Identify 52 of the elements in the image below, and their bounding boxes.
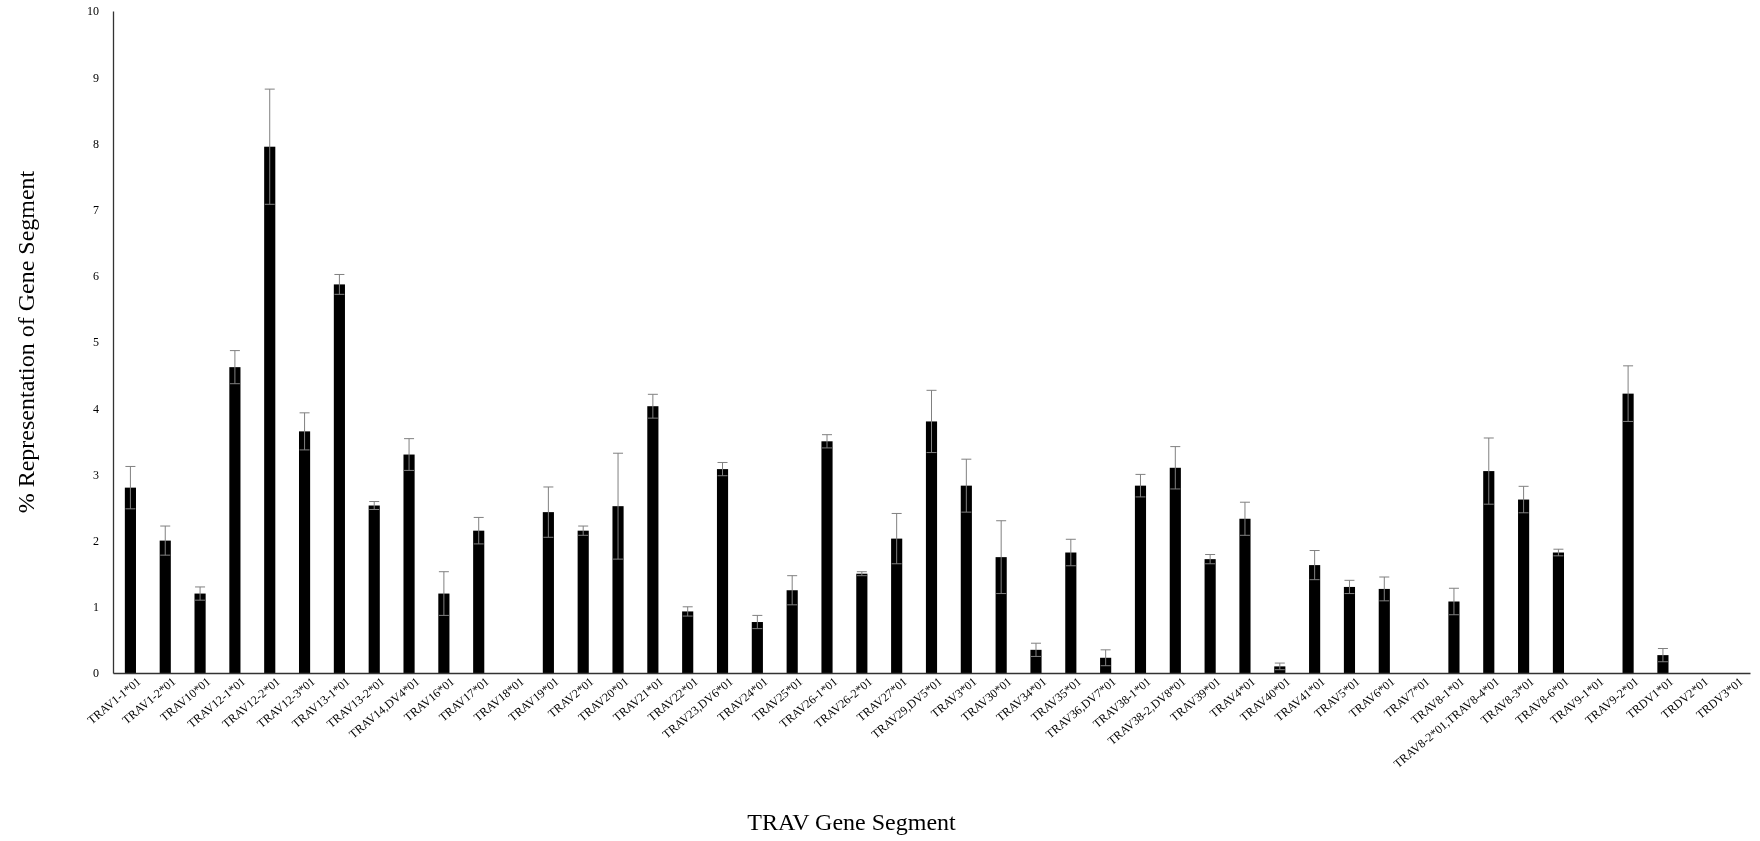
bar	[1552, 552, 1565, 673]
bar	[1134, 485, 1147, 673]
bar	[368, 505, 380, 673]
bar	[403, 454, 415, 673]
bar	[1622, 393, 1634, 673]
y-tick-label: 5	[93, 335, 99, 350]
y-tick-label: 7	[93, 202, 99, 217]
bar	[821, 441, 833, 673]
bar	[333, 284, 345, 673]
bar	[1483, 471, 1495, 673]
bar	[716, 469, 729, 673]
bar	[786, 590, 798, 673]
bar	[1065, 552, 1077, 673]
bar	[1378, 588, 1390, 673]
y-tick-label: 4	[93, 401, 99, 416]
y-tick-label: 6	[93, 269, 99, 284]
bar	[229, 367, 241, 673]
bar	[856, 573, 868, 673]
bar	[264, 146, 276, 673]
bar	[925, 421, 938, 673]
x-axis-title: TRAV Gene Segment	[747, 809, 957, 835]
bar	[194, 593, 206, 673]
bar	[995, 557, 1007, 673]
bar	[682, 611, 694, 673]
y-tick-label: 8	[93, 136, 99, 151]
y-tick-label: 9	[93, 70, 99, 85]
y-tick-label: 10	[87, 4, 99, 19]
y-axis-title: % Representation of Gene Segment	[13, 170, 39, 514]
bar	[124, 487, 136, 673]
bar	[1169, 467, 1181, 673]
bar	[612, 506, 624, 673]
bar	[1030, 649, 1042, 673]
bar	[960, 485, 972, 673]
y-tick-label: 2	[93, 533, 99, 548]
bar	[647, 406, 659, 673]
bar	[1309, 565, 1321, 673]
y-tick-label: 0	[93, 666, 99, 681]
bar	[438, 593, 450, 673]
bar	[473, 530, 485, 673]
bar	[298, 431, 311, 673]
bar	[159, 540, 171, 673]
bar	[577, 530, 589, 673]
bar	[1518, 499, 1530, 673]
bar	[1343, 586, 1356, 673]
bar	[751, 622, 763, 673]
y-tick-label: 3	[93, 467, 99, 482]
y-tick-label: 1	[93, 600, 99, 615]
bar	[1204, 559, 1216, 673]
bar	[542, 512, 554, 673]
bar	[891, 538, 903, 673]
bar	[1239, 518, 1251, 673]
bar	[1448, 601, 1460, 673]
